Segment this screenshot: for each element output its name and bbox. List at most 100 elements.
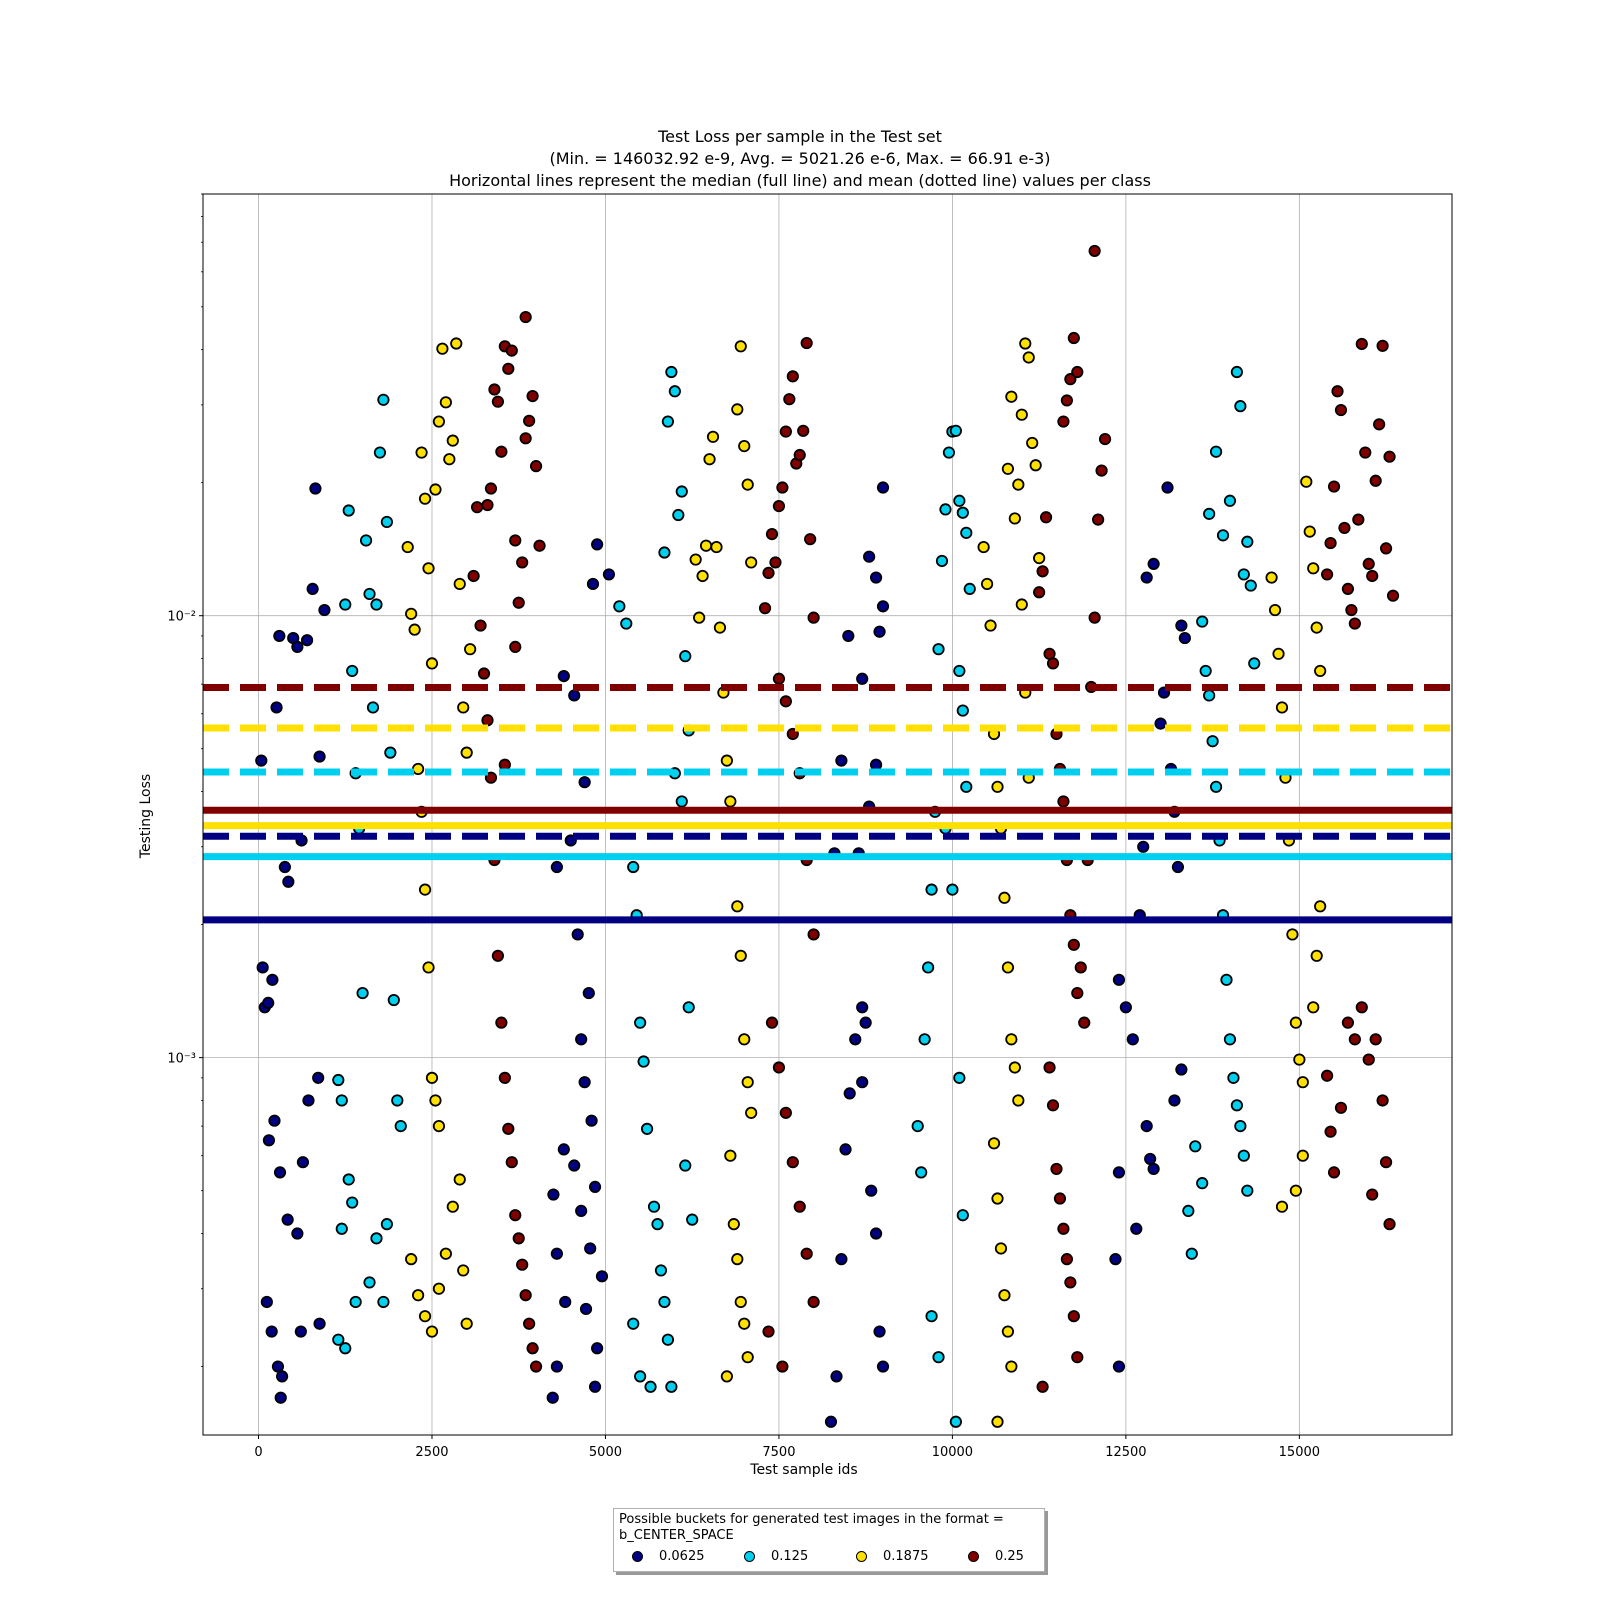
data-point-0.0625 — [869, 571, 883, 584]
data-point-0.0625 — [575, 1204, 588, 1218]
data-point-0.1875 — [741, 1076, 754, 1089]
legend-label: 0.0625 — [659, 1549, 705, 1564]
data-point-0.0625 — [843, 1087, 856, 1100]
data-point-0.25 — [1341, 1016, 1355, 1029]
data-point-0.25 — [1383, 1218, 1396, 1231]
data-point-0.0625 — [579, 1302, 593, 1316]
data-point-0.0625 — [849, 1033, 862, 1046]
data-point-0.25 — [1057, 795, 1070, 808]
data-point-0.25 — [1366, 569, 1379, 583]
data-point-0.25 — [807, 611, 820, 624]
data-point-0.0625 — [859, 1016, 872, 1029]
data-point-0.25 — [793, 448, 806, 462]
data-point-0.125 — [377, 1295, 390, 1309]
data-point-0.125 — [661, 1333, 675, 1346]
data-point-0.25 — [484, 482, 498, 495]
data-point-0.25 — [516, 1258, 529, 1271]
data-point-0.0625 — [876, 1360, 890, 1373]
data-point-0.25 — [1088, 611, 1101, 624]
data-point-0.1875 — [984, 619, 997, 632]
data-point-0.125 — [672, 508, 685, 522]
data-point-0.1875 — [693, 611, 706, 624]
data-point-0.0625 — [1126, 1033, 1139, 1046]
data-point-0.25 — [1039, 511, 1053, 524]
data-point-0.0625 — [273, 629, 286, 643]
data-point-0.1875 — [436, 342, 449, 355]
legend-title: Possible buckets for generated test imag… — [619, 1512, 1004, 1543]
data-point-0.125 — [373, 446, 387, 459]
data-point-0.25 — [1071, 1351, 1084, 1364]
data-point-0.125 — [949, 424, 962, 437]
data-point-0.125 — [366, 701, 380, 714]
data-point-0.0625 — [273, 1166, 287, 1179]
data-point-0.0625 — [300, 634, 314, 647]
data-point-0.1875 — [977, 540, 990, 554]
data-point-0.1875 — [727, 1218, 740, 1231]
data-point-0.25 — [1369, 474, 1382, 487]
data-point-0.25 — [1098, 432, 1112, 446]
data-point-0.1875 — [429, 1094, 442, 1107]
legend-marker-icon — [632, 1551, 643, 1562]
data-point-0.0625 — [306, 582, 319, 595]
data-point-0.125 — [675, 795, 688, 808]
data-point-0.25 — [1324, 536, 1337, 550]
data-point-0.125 — [335, 1094, 348, 1107]
data-point-0.25 — [1376, 339, 1389, 352]
data-point-0.25 — [1074, 961, 1087, 974]
data-point-0.25 — [1369, 1033, 1382, 1046]
data-point-0.1875 — [731, 900, 744, 913]
data-point-0.1875 — [1289, 1016, 1302, 1029]
legend-marker-icon — [856, 1551, 867, 1562]
data-point-0.0625 — [1137, 840, 1150, 853]
data-point-0.1875 — [1289, 1184, 1302, 1197]
data-point-0.1875 — [738, 439, 751, 453]
data-point-0.1875 — [1296, 1076, 1309, 1089]
data-point-0.25 — [1341, 582, 1355, 595]
data-point-0.125 — [925, 1310, 938, 1323]
data-point-0.1875 — [731, 403, 744, 416]
data-point-0.0625 — [291, 640, 304, 654]
y-axis-label: Testing Loss — [138, 774, 154, 859]
data-point-0.1875 — [432, 415, 446, 428]
data-point-0.25 — [512, 596, 525, 609]
y-tick-label: 10⁻³ — [167, 1052, 196, 1067]
data-point-0.0625 — [266, 973, 279, 986]
legend-marker-icon — [744, 1551, 755, 1562]
data-point-0.125 — [925, 883, 938, 896]
data-point-0.0625 — [312, 1071, 325, 1084]
data-point-0.1875 — [439, 1247, 452, 1260]
data-point-0.0625 — [865, 1184, 878, 1197]
data-point-0.25 — [786, 1156, 799, 1169]
data-point-0.1875 — [1275, 1200, 1289, 1213]
data-point-0.1875 — [731, 1253, 744, 1266]
chart-subtitle-stats: (Min. = 146032.92 e-9, Avg. = 5021.26 e-… — [549, 149, 1051, 168]
data-point-0.25 — [769, 556, 782, 569]
data-point-0.25 — [1334, 403, 1348, 417]
data-point-0.25 — [779, 425, 792, 438]
data-points — [255, 244, 1400, 1428]
data-point-0.25 — [1352, 513, 1365, 526]
data-point-0.1875 — [1275, 701, 1289, 714]
data-point-0.125 — [644, 1380, 657, 1393]
data-point-0.1875 — [724, 1149, 737, 1162]
data-point-0.0625 — [591, 538, 604, 551]
axis-ticks: 0 2500 5000 7500 10000 12500 15000 10⁻³ 10⁻² — [167, 193, 1320, 1460]
data-point-0.125 — [342, 1173, 355, 1186]
data-point-0.25 — [1036, 565, 1049, 578]
data-point-0.125 — [620, 617, 633, 630]
data-point-0.1875 — [457, 1264, 470, 1277]
data-point-0.0625 — [1144, 1152, 1157, 1166]
data-point-0.125 — [1199, 664, 1212, 678]
data-point-0.125 — [627, 1317, 640, 1330]
data-point-0.25 — [804, 533, 817, 546]
data-point-0.25 — [1067, 938, 1080, 951]
data-point-0.1875 — [1015, 408, 1028, 421]
data-point-0.25 — [526, 1342, 539, 1355]
x-tick-label: 12500 — [1105, 1445, 1146, 1460]
data-point-0.0625 — [835, 754, 848, 767]
legend-item-0.1875: 0.1875 — [856, 1549, 929, 1564]
data-point-0.1875 — [418, 883, 432, 896]
data-point-0.25 — [467, 569, 480, 583]
data-point-0.0625 — [278, 860, 291, 874]
plot-frame — [202, 193, 1453, 1436]
